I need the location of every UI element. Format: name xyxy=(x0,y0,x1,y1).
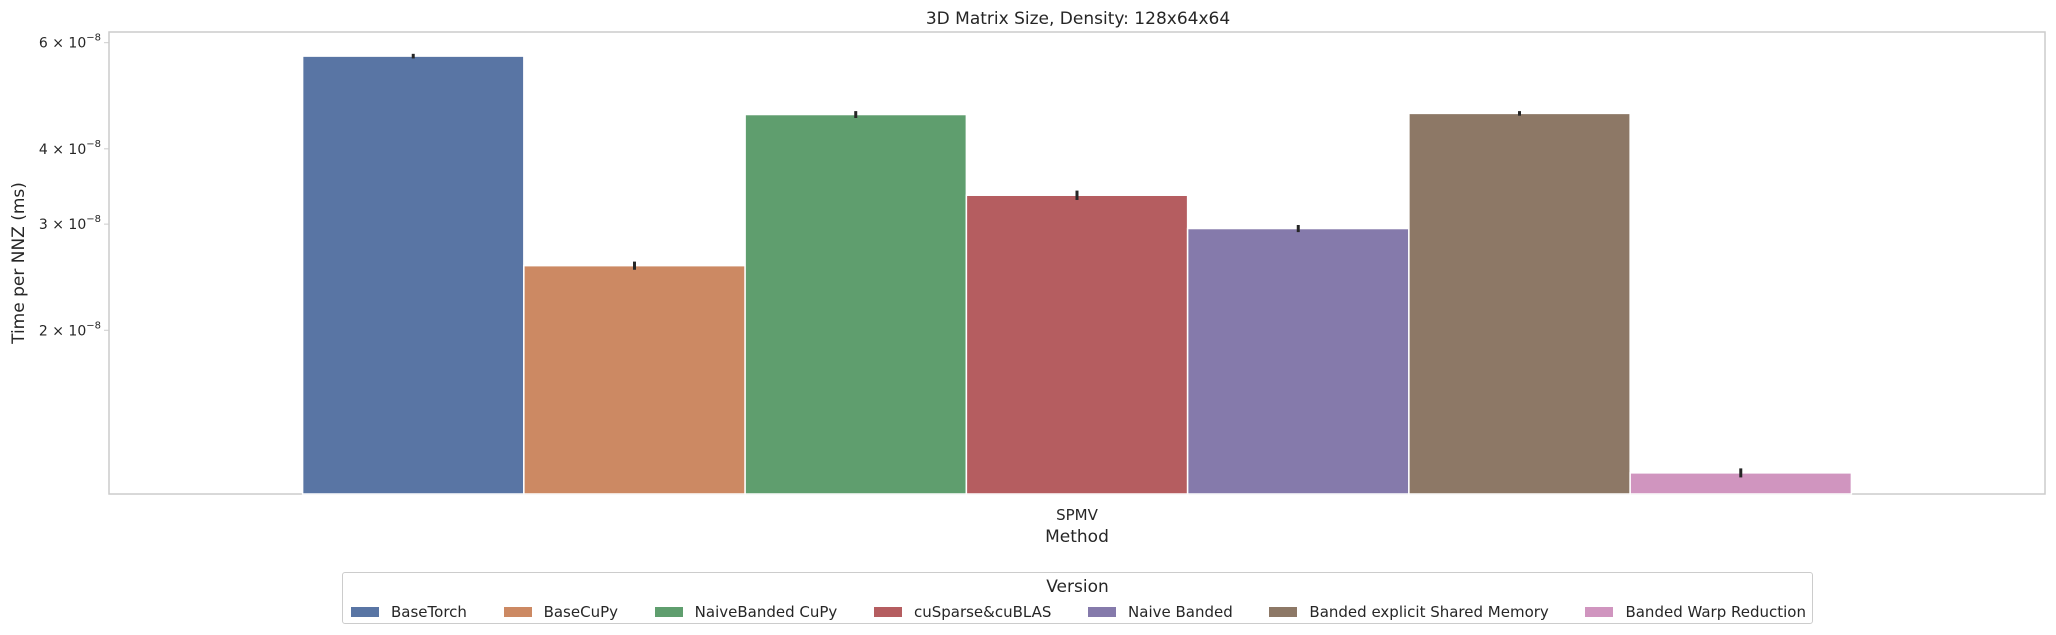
chart-title: 3D Matrix Size, Density: 128x64x64 xyxy=(926,9,1230,29)
legend-label: Naive Banded xyxy=(1128,603,1233,621)
legend-swatch xyxy=(351,607,379,617)
bar-basetorch xyxy=(301,55,525,495)
legend-item: Naive Banded xyxy=(1088,603,1233,621)
legend-label: NaiveBanded CuPy xyxy=(694,603,838,621)
legend-item: cuSparse&cuBLAS xyxy=(873,603,1052,621)
legend-swatch xyxy=(873,607,902,617)
legend-items: BaseTorch BaseCuPy NaiveBanded CuPy cuSpars… xyxy=(351,603,1806,621)
y-tick-label: 6 × 10−8 xyxy=(39,33,101,52)
legend-label: cuSparse&cuBLAS xyxy=(913,603,1052,621)
bar-naivebanded-cupy xyxy=(744,113,968,495)
legend-swatch xyxy=(1088,607,1117,617)
y-tick-label: 3 × 10−8 xyxy=(39,214,101,233)
bar-naive-banded xyxy=(1186,227,1410,495)
legend-item: Banded explicit Shared Memory xyxy=(1269,603,1549,621)
legend-swatch xyxy=(654,607,683,617)
legend-item: BaseCuPy xyxy=(503,603,619,621)
bar-banded-explicit-shared-memory xyxy=(1408,112,1631,495)
legend-swatch xyxy=(503,607,532,617)
legend-label: Banded Warp Reduction xyxy=(1625,603,1806,621)
legend-item: BaseTorch xyxy=(351,603,467,621)
y-tick-label: 4 × 10−8 xyxy=(39,139,101,158)
legend-label: BaseTorch xyxy=(391,603,467,621)
legend-swatch xyxy=(1269,607,1298,617)
y-tick-label: 2 × 10−8 xyxy=(39,320,101,339)
chart: 3D Matrix Size, Density: 128x64x64 2 × 1… xyxy=(9,9,2046,547)
legend-title: Version xyxy=(1046,577,1109,597)
legend: Version BaseTorch BaseCuPy NaiveBanded CuP… xyxy=(342,572,1813,624)
legend-swatch xyxy=(1585,607,1614,617)
legend-item: Banded Warp Reduction xyxy=(1585,603,1806,621)
x-tick-label: SPMV xyxy=(1056,506,1099,524)
bar-basecupy xyxy=(523,264,746,495)
x-axis-label: Method xyxy=(1045,527,1109,547)
bar-cusparse-cublas xyxy=(965,194,1189,495)
legend-label: Banded explicit Shared Memory xyxy=(1309,603,1549,621)
legend-label: BaseCuPy xyxy=(543,603,619,621)
y-axis-label: Time per NNZ (ms) xyxy=(9,182,29,345)
legend-item: NaiveBanded CuPy xyxy=(654,603,838,621)
